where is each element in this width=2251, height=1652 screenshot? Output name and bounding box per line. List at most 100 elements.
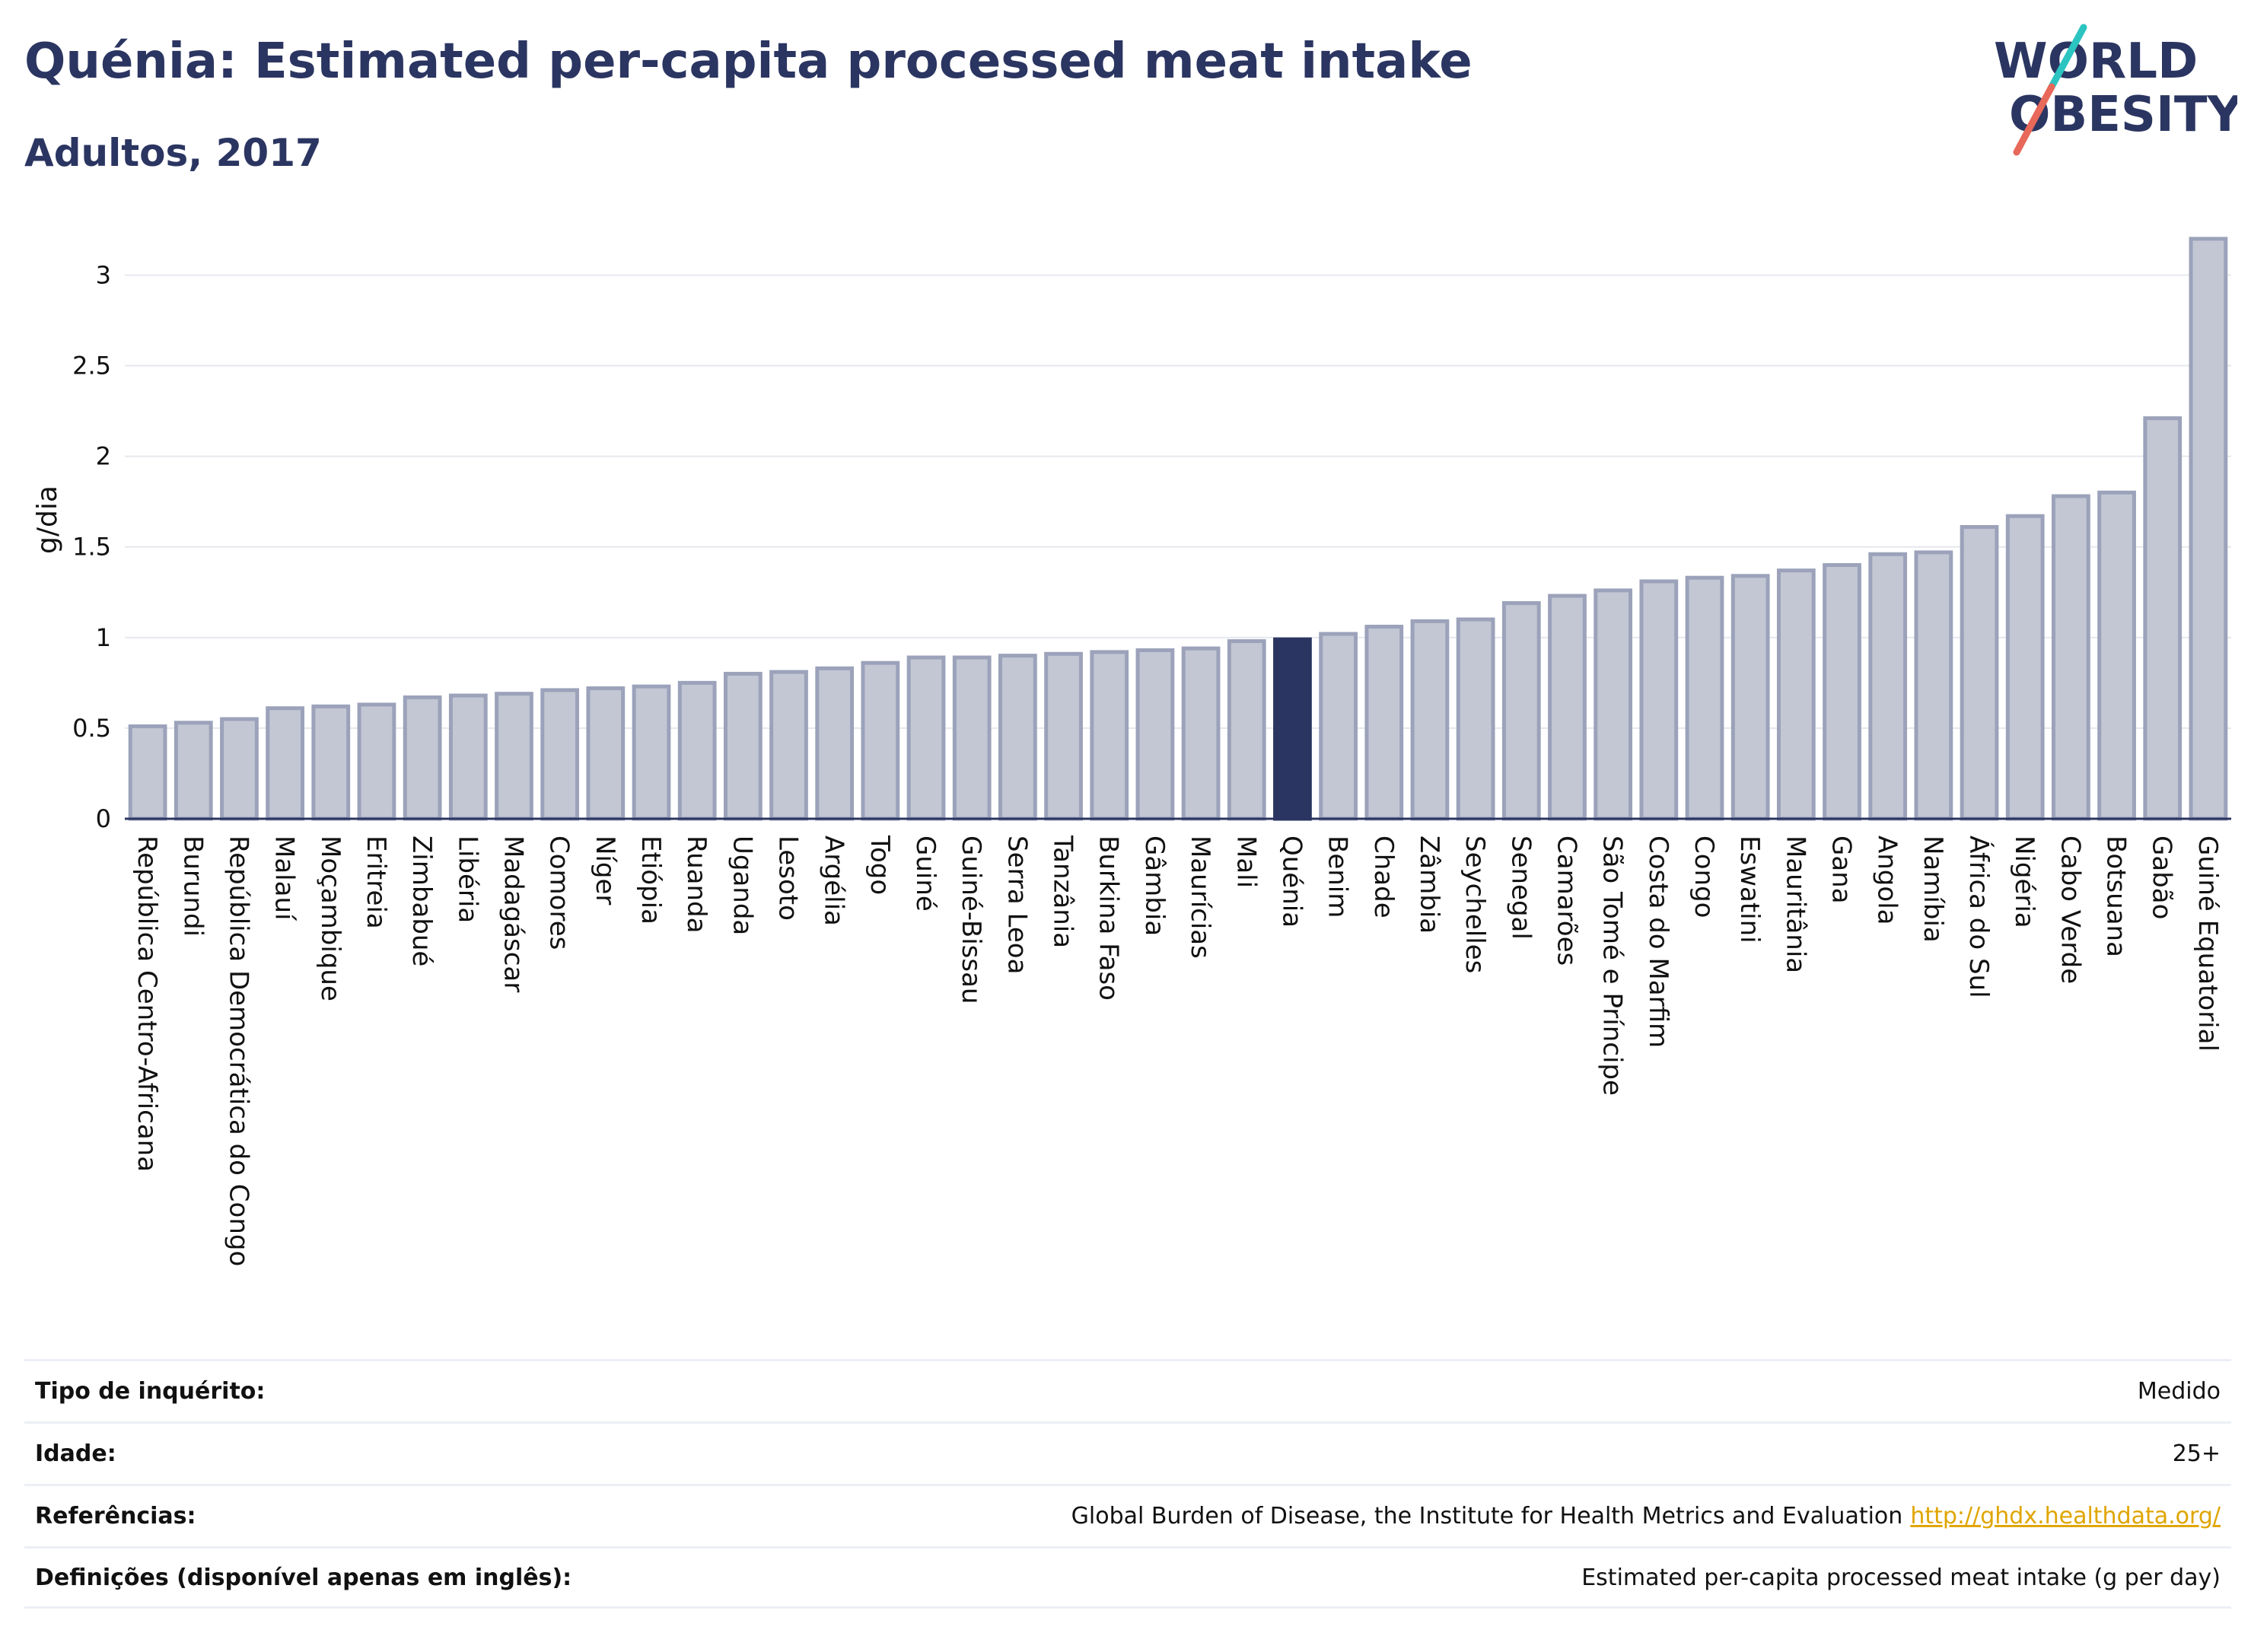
bar: [1685, 575, 1724, 821]
x-category-label: Botsuana: [2101, 836, 2132, 957]
info-row-survey-type: Tipo de inquérito: Medido: [24, 1359, 2231, 1421]
x-category-label: Zâmbia: [1414, 836, 1444, 934]
bar: [2189, 237, 2228, 821]
x-category-label: Burundi: [177, 836, 208, 937]
x-category-label: Lesoto: [773, 836, 804, 921]
bar: [357, 702, 396, 821]
x-category-label: Guiné-Bissau: [956, 836, 986, 1004]
info-label: Definições (disponível apenas em inglês)…: [35, 1564, 572, 1591]
x-category-label: Zimbabué: [406, 836, 437, 966]
info-row-definitions: Definições (disponível apenas em inglês)…: [24, 1546, 2231, 1609]
page-subtitle: Adultos, 2017: [24, 131, 322, 175]
bar: [1410, 619, 1450, 821]
x-category-label: Seychelles: [1460, 836, 1490, 973]
x-category-label: Etiópia: [635, 836, 666, 925]
bar: [2097, 490, 2136, 821]
bar: [861, 660, 900, 821]
bar: [266, 706, 304, 821]
bar: [1823, 563, 1861, 821]
info-row-references: Referências: Global Burden of Disease, t…: [24, 1484, 2231, 1546]
x-category-label: Madagáscar: [498, 836, 528, 992]
x-category-label: Congo: [1689, 836, 1719, 918]
x-category-label: Malauí: [269, 836, 300, 921]
x-category-label: Libéria: [452, 836, 482, 923]
x-category-label: Eswatini: [1734, 836, 1765, 944]
y-tick-label: 0: [96, 804, 111, 833]
logo-teal-stroke: [2048, 24, 2087, 91]
bar: [1044, 651, 1083, 821]
bar: [677, 680, 717, 821]
bar-chart: 0 0.5 1 1.5 2 2.5 3 g/dia República Centro-Afric…: [32, 237, 2231, 1266]
reference-link[interactable]: http://ghdx.healthdata.org/: [1910, 1503, 2221, 1529]
info-table: Tipo de inquérito: Medido Idade: 25+ Ref…: [24, 1359, 2231, 1609]
x-category-label: Namíbia: [1918, 836, 1948, 943]
x-category-label: Quénia: [1276, 836, 1307, 928]
x-category-label: África do Sul: [1963, 836, 1995, 998]
x-category-label: Guiné: [910, 836, 941, 912]
bar: [448, 693, 488, 821]
bar: [1594, 588, 1633, 821]
x-category-label: Cabo Verde: [2055, 836, 2085, 984]
bar: [2005, 514, 2045, 821]
page-title: Quénia: Estimated per-capita processed m…: [24, 33, 1473, 90]
info-value: Estimated per-capita processed meat inta…: [1581, 1564, 2221, 1591]
x-category-label: Comores: [544, 836, 575, 950]
info-row-age: Idade: 25+: [24, 1421, 2231, 1484]
bar: [723, 671, 763, 821]
y-axis-label: g/dia: [32, 485, 63, 554]
bar: [220, 717, 259, 821]
info-label: Referências:: [35, 1503, 196, 1529]
bar: [1227, 639, 1266, 821]
y-tick-label: 0.5: [72, 714, 111, 743]
info-label: Tipo de inquérito:: [35, 1378, 266, 1405]
x-category-label: República Democrática do Congo: [223, 836, 253, 1266]
info-value: Medido: [2137, 1378, 2221, 1405]
bar: [540, 688, 580, 821]
bar: [128, 724, 167, 821]
x-category-label: Camarões: [1551, 836, 1581, 966]
info-value: Global Burden of Disease, the Institute …: [1071, 1503, 1903, 1529]
x-category-label: Guiné Equatorial: [2192, 836, 2223, 1052]
info-value: 25+: [2172, 1440, 2221, 1467]
bar: [586, 686, 626, 821]
x-category-label: Angola: [1872, 836, 1902, 925]
bar: [1639, 579, 1679, 821]
x-category-label: Moçambique: [315, 836, 345, 1001]
y-tick-label: 2.5: [72, 352, 111, 380]
bar: [311, 704, 351, 821]
bar: [632, 684, 671, 821]
bar: [1960, 525, 1999, 821]
x-category-label: São Tomé e Príncipe: [1597, 836, 1628, 1096]
x-category-label: República Centro-Africana: [132, 836, 162, 1172]
bar: [1914, 550, 1953, 821]
world-obesity-logo: WORLD OBESITY: [1994, 24, 2237, 156]
x-category-label: Nigéria: [2009, 836, 2039, 928]
bar: [815, 666, 855, 821]
x-category-label: Serra Leoa: [1001, 836, 1032, 974]
bar: [1548, 594, 1587, 821]
bar: [769, 670, 808, 821]
bar: [1501, 601, 1541, 821]
bar: [2143, 416, 2183, 821]
x-category-label: Maurícias: [1185, 836, 1215, 959]
x-category-label: Mali: [1231, 836, 1261, 888]
bar: [1730, 574, 1770, 821]
x-category-label: Eritreia: [361, 836, 391, 929]
bar: [495, 692, 533, 821]
bar: [403, 695, 442, 821]
x-category-label: Uganda: [727, 836, 757, 935]
x-category-label: Tanzânia: [1048, 835, 1078, 948]
y-tick-label: 1: [96, 623, 111, 652]
x-category-label: Togo: [864, 835, 895, 895]
x-category-label: Chade: [1368, 836, 1399, 918]
x-category-label: Níger: [590, 836, 620, 905]
x-category-label: Burkina Faso: [1094, 836, 1124, 1001]
y-tick-label: 3: [96, 260, 111, 289]
bar: [174, 721, 213, 821]
info-value-wrap: Global Burden of Disease, the Institute …: [1071, 1503, 2221, 1529]
bar: [1364, 625, 1404, 821]
bar: [2052, 494, 2090, 821]
x-category-label: Argélia: [819, 836, 849, 926]
bar: [906, 655, 946, 821]
bar: [1319, 632, 1358, 821]
